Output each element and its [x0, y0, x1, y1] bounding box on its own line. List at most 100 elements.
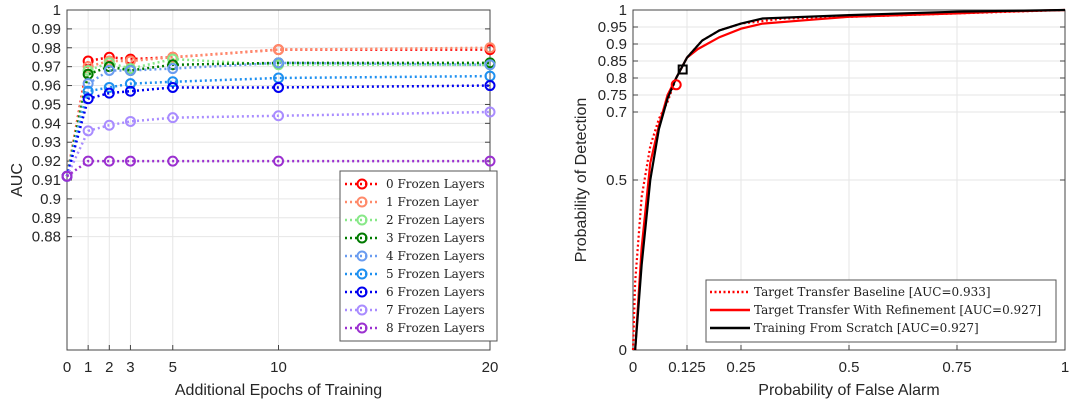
series-line	[65, 74, 491, 177]
data-point	[124, 155, 136, 167]
data-point	[103, 61, 115, 73]
x-tick-label: 0	[63, 359, 71, 376]
y-tick-label: 0	[619, 342, 627, 359]
data-point	[82, 155, 94, 167]
x-tick-label: 1	[84, 359, 92, 376]
data-point	[167, 112, 179, 124]
x-tick-label: 5	[169, 359, 177, 376]
roc-curve	[634, 8, 1066, 351]
legend-marker	[356, 196, 368, 208]
data-point	[167, 81, 179, 93]
y-tick-label: 0.96	[32, 78, 61, 95]
data-point	[103, 119, 115, 131]
y-tick-label: 0.88	[32, 229, 61, 246]
series-line	[65, 61, 491, 177]
axes-box	[632, 9, 1066, 351]
data-point	[484, 42, 496, 54]
legend-label: Target Transfer With Refinement [AUC=0.9…	[754, 303, 1041, 317]
data-point	[124, 64, 136, 76]
legend-label: Target Transfer Baseline [AUC=0.933]	[754, 285, 991, 299]
series-line	[65, 57, 490, 177]
x-tick-label: 0	[629, 359, 637, 376]
legend-marker	[356, 322, 368, 334]
y-tick-label: 0.85	[598, 53, 627, 70]
data-point	[273, 57, 284, 69]
series-line	[65, 61, 490, 177]
y-tick-label: 0.9	[40, 191, 61, 208]
legend-label: 6 Frozen Layers	[386, 285, 485, 299]
roc-curve	[634, 8, 1066, 351]
legend-marker	[356, 268, 368, 280]
data-point	[484, 155, 496, 167]
legend-marker	[356, 232, 368, 244]
y-tick-label: 0.97	[32, 59, 61, 76]
x-tick-label: 1	[1061, 359, 1069, 376]
data-point	[484, 59, 496, 71]
series-line	[65, 110, 491, 177]
data-point	[82, 64, 94, 76]
series-line	[65, 84, 491, 177]
y-tick-label: 0.98	[32, 40, 61, 57]
legend-label: 5 Frozen Layers	[386, 267, 485, 281]
x-tick-label: 0.25	[726, 359, 755, 376]
data-point	[124, 78, 136, 90]
y-tick-label: 0.8	[606, 70, 627, 87]
data-point	[484, 106, 496, 118]
data-point	[273, 81, 284, 93]
data-point	[103, 155, 115, 167]
data-point	[61, 170, 73, 182]
y-tick-label: 0.95	[598, 19, 627, 36]
x-tick-label: 0.75	[942, 359, 971, 376]
data-point	[82, 85, 94, 97]
series-line	[66, 159, 490, 178]
legend: Target Transfer Baseline [AUC=0.933] Targ…	[705, 279, 1057, 343]
y-tick-label: 0.91	[32, 172, 61, 189]
x-tick-label: 2	[105, 359, 113, 376]
legend-label: 1 Frozen Layer	[386, 195, 479, 209]
y-tick-label: 0.93	[32, 134, 61, 151]
y-tick-label: 0.7	[606, 104, 627, 121]
x-axis-label: Additional Epochs of Training	[175, 382, 382, 399]
y-tick-label: 0.9	[606, 36, 627, 53]
y-axis-label: Probability of Detection	[573, 98, 590, 263]
legend-box	[705, 279, 1057, 343]
legend-label: 7 Frozen Layers	[386, 303, 485, 317]
data-point	[103, 81, 115, 93]
x-tick-label: 0.125	[668, 359, 706, 376]
x-tick-label: 0.5	[839, 359, 860, 376]
y-tick-label: 0.89	[32, 210, 61, 227]
y-tick-label: 0.92	[32, 153, 61, 170]
y-tick-label: 0.94	[32, 115, 61, 132]
legend-marker	[356, 178, 368, 190]
data-point	[82, 93, 94, 105]
legend-marker	[356, 214, 368, 226]
legend-marker	[356, 286, 368, 298]
x-axis-label: Probability of False Alarm	[758, 382, 939, 399]
data-point	[82, 61, 94, 73]
y-axis-label: AUC	[9, 163, 26, 197]
legend-label: Training From Scratch [AUC=0.927]	[754, 321, 979, 335]
data-point	[103, 87, 115, 99]
legend-label: 8 Frozen Layers	[386, 321, 485, 335]
operating-point-marker	[677, 64, 688, 75]
data-point	[273, 155, 284, 167]
legend-label: 3 Frozen Layers	[386, 231, 485, 245]
data-point	[103, 64, 115, 76]
data-point	[167, 59, 179, 71]
x-tick-label: 20	[482, 359, 499, 376]
data-point	[167, 63, 179, 75]
data-point	[273, 110, 284, 122]
legend-label: 0 Frozen Layers	[386, 177, 485, 191]
data-point	[124, 85, 136, 97]
chart-0: 0 1 2 3 5 10 200.880.890.90.910.920.930.940.95…	[9, 2, 498, 399]
data-point	[484, 80, 496, 92]
data-point	[82, 125, 94, 137]
x-tick-label: 10	[270, 359, 287, 376]
y-tick-label: 1	[53, 2, 61, 19]
legend-label: 4 Frozen Layers	[386, 249, 485, 263]
y-tick-label: 0.75	[598, 87, 627, 104]
y-tick-label: 0.95	[32, 96, 61, 113]
y-tick-label: 0.5	[606, 172, 627, 189]
legend: 0 Frozen Layers 1 Frozen Layer 2 Frozen La…	[339, 170, 498, 342]
